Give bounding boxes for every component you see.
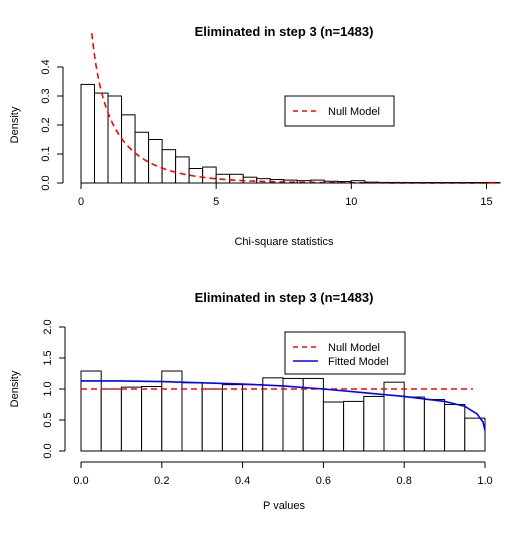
histogram-bar-12 (322, 401, 345, 452)
chart-bottom-legend: Null Model Fitted Model (284, 331, 406, 375)
chart-top-x-axis-label: Chi-square statistics (234, 236, 334, 248)
histogram-bar-4 (161, 370, 183, 452)
y-tick-label: 0.2 (40, 117, 52, 132)
y-tick-label: 0.4 (40, 59, 52, 74)
histogram-bar-3 (141, 386, 163, 452)
series-line-fitted-model (81, 380, 486, 431)
x-tick-label: 1.0 (477, 475, 492, 487)
chart-bottom-legend-box (284, 331, 406, 375)
y-tick-label: 2.0 (42, 319, 54, 334)
y-tick-label: 1.5 (42, 350, 54, 365)
histogram-bar-4 (134, 131, 150, 184)
x-tick-label: 0.2 (154, 475, 169, 487)
histogram-bar-5 (181, 382, 203, 452)
chart-top-y-axis-label: Density (9, 106, 21, 143)
x-tick-label: 15 (480, 196, 492, 208)
histogram-bar-16 (403, 396, 425, 452)
x-tick-label: 10 (345, 196, 357, 208)
histogram-bar-17 (423, 399, 446, 452)
chart-bottom-y-axis-label: Density (9, 370, 21, 407)
histogram-bar-19 (464, 417, 486, 452)
x-tick-label: 0 (78, 196, 84, 208)
y-tick-label: 0.5 (42, 412, 54, 427)
histogram-bar-14 (363, 395, 385, 452)
chart-top-y-ticks: 0.0 0.1 0.2 0.3 0.4 (40, 59, 63, 191)
histogram-bar-6 (161, 149, 177, 184)
y-tick-label: 0.0 (42, 443, 54, 458)
chart-top-x-ticks: 0 5 10 15 (78, 183, 493, 208)
x-tick-label: 5 (213, 196, 219, 208)
chart-top: Eliminated in step 3 (n=1483) 0 5 10 15 0.0… (9, 24, 501, 248)
histogram-bar-8 (242, 384, 264, 452)
chart-bottom-y-ticks: 0.0 0.5 1.0 1.5 2.0 (42, 319, 65, 459)
x-tick-label: 0.6 (316, 475, 331, 487)
histogram-bar-1 (100, 388, 122, 452)
x-tick-label: 0.0 (73, 475, 88, 487)
chart-top-title: Eliminated in step 3 (n=1483) (195, 24, 374, 39)
chart-bottom-bars (80, 370, 486, 452)
chart-bottom-legend-label-null: Null Model (328, 342, 380, 354)
histogram-bar-0 (80, 83, 96, 184)
histogram-bar-15 (383, 381, 405, 452)
y-tick-label: 1.0 (42, 381, 54, 396)
y-tick-label: 0.0 (40, 175, 52, 190)
chart-bottom-lines (81, 380, 486, 431)
histogram-bar-0 (80, 370, 102, 452)
chart-bottom-title: Eliminated in step 3 (n=1483) (195, 290, 374, 305)
y-tick-label: 0.1 (40, 146, 52, 161)
histogram-bar-7 (221, 384, 244, 452)
histogram-bar-11 (229, 173, 244, 184)
chart-bottom-x-ticks: 0.0 0.2 0.4 0.6 0.8 1.0 (73, 462, 493, 487)
chart-bottom-legend-label-fitted: Fitted Model (328, 356, 389, 368)
chart-top-legend-label-null: Null Model (328, 106, 380, 118)
y-tick-label: 0.3 (40, 88, 52, 103)
chart-bottom-x-axis-label: P values (263, 500, 305, 512)
x-tick-label: 0.8 (397, 475, 412, 487)
histogram-bar-2 (107, 95, 123, 184)
histogram-bar-9 (202, 166, 217, 184)
x-tick-label: 0.4 (235, 475, 250, 487)
histogram-bar-13 (343, 400, 365, 452)
chart-top-legend: Null Model (284, 95, 395, 127)
histogram-bar-18 (444, 404, 466, 452)
histogram-bar-6 (201, 388, 223, 452)
histogram-bar-3 (121, 114, 136, 184)
histogram-bar-7 (175, 156, 190, 184)
histogram-bar-2 (120, 386, 143, 452)
chart-bottom: Eliminated in step 3 (n=1483) 0.0 0.2 0.4 0… (9, 290, 493, 512)
histogram-bar-5 (148, 139, 163, 184)
